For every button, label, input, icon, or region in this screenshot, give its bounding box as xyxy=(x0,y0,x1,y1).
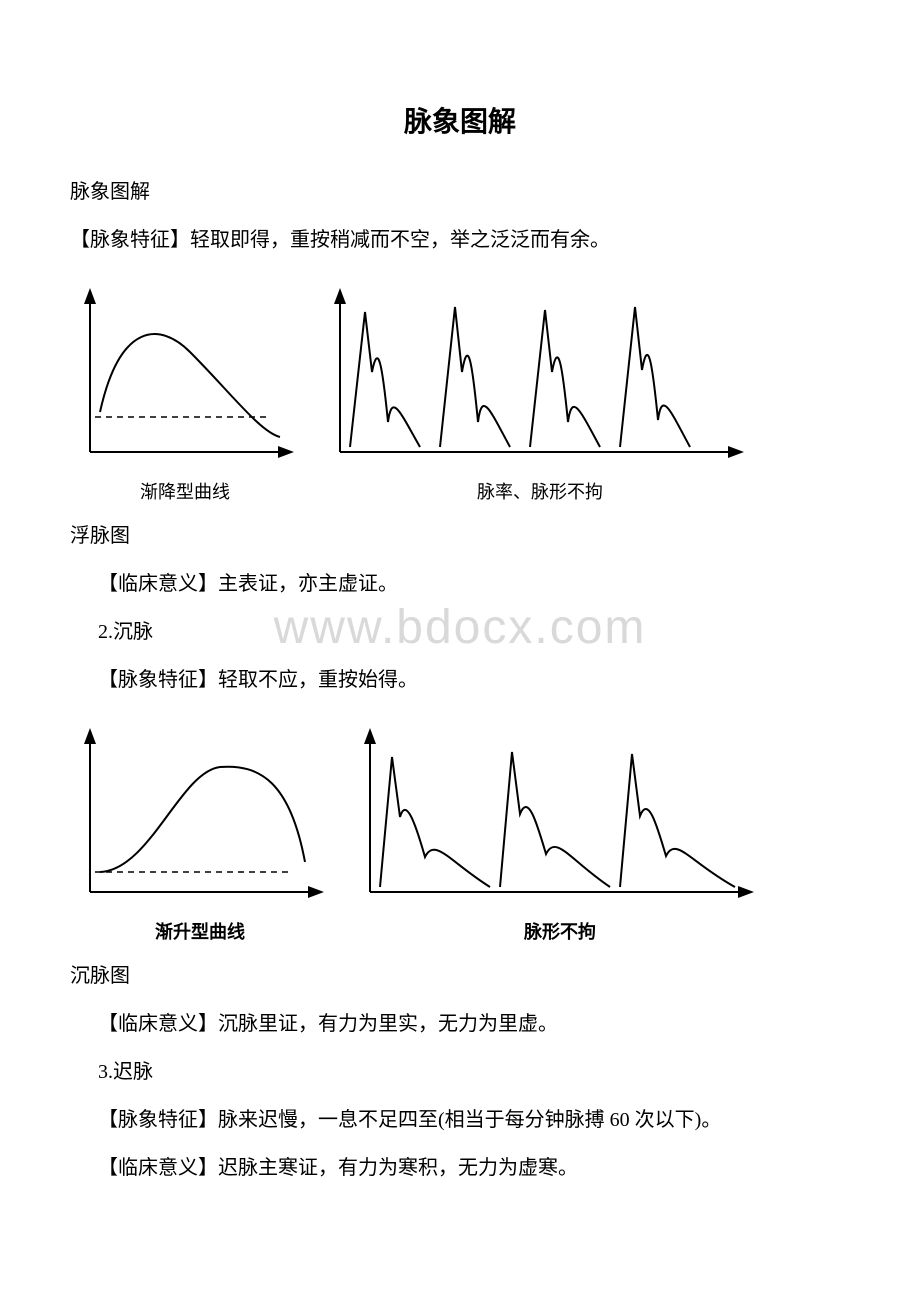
section2-feature: 【脉象特征】轻取不应，重按始得。 xyxy=(70,658,850,702)
clinical-text: 沉脉里证，有力为里实，无力为里虚。 xyxy=(218,1013,558,1035)
fu-waves-block: 脉率、脉形不拘 xyxy=(330,282,750,504)
section1-feature: 【脉象特征】轻取即得，重按稍减而不空，举之泛泛而有余。 xyxy=(70,218,850,262)
subtitle-text: 脉象图解 xyxy=(70,170,850,214)
document-content: 脉象图解 脉象图解 【脉象特征】轻取即得，重按稍减而不空，举之泛泛而有余。 渐降… xyxy=(70,100,850,1190)
chen-curve-block: 渐升型曲线 xyxy=(70,722,330,944)
section3-feature: 【脉象特征】脉来迟慢，一息不足四至(相当于每分钟脉搏 60 次以下)。 xyxy=(70,1098,850,1142)
chen-waves-caption: 脉形不拘 xyxy=(524,918,596,944)
chen-fig-name: 沉脉图 xyxy=(70,954,850,998)
clinical-text: 主表证，亦主虚证。 xyxy=(218,573,398,595)
clinical-label: 【临床意义】 xyxy=(98,573,218,595)
fu-waves-chart xyxy=(330,282,750,472)
feature-label: 【脉象特征】 xyxy=(98,1109,218,1131)
figure-row-chen: 渐升型曲线 脉形不拘 xyxy=(70,722,850,944)
feature-text: 脉来迟慢，一息不足四至(相当于每分钟脉搏 60 次以下)。 xyxy=(218,1109,721,1131)
fu-curve-block: 渐降型曲线 xyxy=(70,282,300,504)
fu-waves-caption: 脉率、脉形不拘 xyxy=(477,478,603,504)
figure-row-fu: 渐降型曲线 脉率、脉形不拘 xyxy=(70,282,850,504)
clinical-text: 迟脉主寒证，有力为寒积，无力为虚寒。 xyxy=(218,1157,578,1179)
section1-clinical: 【临床意义】主表证，亦主虚证。 xyxy=(70,562,850,606)
section2-clinical: 【临床意义】沉脉里证，有力为里实，无力为里虚。 xyxy=(70,1002,850,1046)
fu-curve-chart xyxy=(70,282,300,472)
page-title: 脉象图解 xyxy=(70,100,850,140)
section3-clinical: 【临床意义】迟脉主寒证，有力为寒积，无力为虚寒。 xyxy=(70,1146,850,1190)
chen-waves-block: 脉形不拘 xyxy=(360,722,760,944)
clinical-label: 【临床意义】 xyxy=(98,1157,218,1179)
feature-text: 轻取即得，重按稍减而不空，举之泛泛而有余。 xyxy=(190,229,610,251)
section3-heading: 3.迟脉 xyxy=(70,1050,850,1094)
chen-curve-chart xyxy=(70,722,330,912)
chen-waves-chart xyxy=(360,722,760,912)
feature-text: 轻取不应，重按始得。 xyxy=(218,669,418,691)
section2-heading: 2.沉脉 xyxy=(70,610,850,654)
feature-label: 【脉象特征】 xyxy=(98,669,218,691)
clinical-label: 【临床意义】 xyxy=(98,1013,218,1035)
feature-label: 【脉象特征】 xyxy=(70,229,190,251)
fu-fig-name: 浮脉图 xyxy=(70,514,850,558)
fu-curve-caption: 渐降型曲线 xyxy=(140,478,230,504)
chen-curve-caption: 渐升型曲线 xyxy=(155,918,245,944)
